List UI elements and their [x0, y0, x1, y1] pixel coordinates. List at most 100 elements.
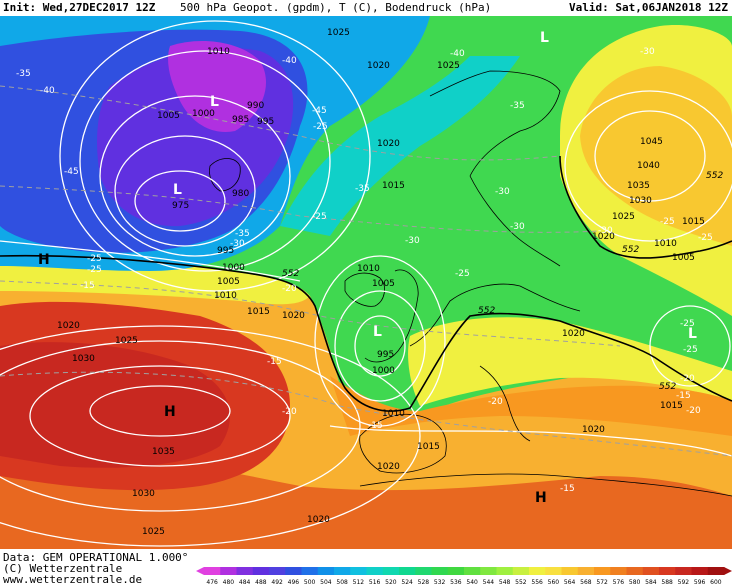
legend-swatch	[252, 567, 270, 575]
legend-swatch	[659, 567, 676, 575]
isobar-label: 1005	[372, 279, 395, 289]
legend-value: 520	[385, 579, 397, 586]
init-time: Init: Wed,27DEC2017 12Z	[3, 1, 156, 14]
isobar-label: 1000	[372, 366, 395, 376]
isotherm-label: -45	[312, 106, 327, 116]
legend-value: 552	[515, 579, 527, 586]
legend-value: 572	[596, 579, 608, 586]
contour-552-label: 552	[478, 306, 495, 316]
field-hot-core	[0, 342, 230, 468]
legend-value: 600	[710, 579, 722, 586]
legend-swatch	[691, 567, 709, 575]
legend-value: 496	[288, 579, 300, 586]
low-marker-east: L	[688, 326, 697, 342]
isobar-label: 1035	[152, 447, 175, 457]
legend-value: 476	[206, 579, 218, 586]
isobar-label: 995	[217, 246, 234, 256]
isotherm-label: -40	[282, 56, 297, 66]
isotherm-label: -30	[510, 222, 525, 232]
isobar-label: 1025	[142, 527, 165, 537]
legend-value: 524	[401, 579, 413, 586]
field-violet-core	[168, 41, 266, 132]
isobar-label: 1010	[214, 291, 237, 301]
legend-swatch	[350, 567, 367, 575]
legend-swatch	[317, 567, 335, 575]
pressure-centers: L L L L L H H H	[38, 30, 697, 506]
isobar-label: 1035	[627, 181, 650, 191]
isobar-label: 1020	[562, 329, 585, 339]
isotherm-label: -20	[282, 407, 297, 417]
isobar-label: 1020	[377, 462, 400, 472]
isobar-label: 995	[257, 117, 274, 127]
isobar-label: 995	[377, 350, 394, 360]
isotherm-label: -35	[510, 101, 525, 111]
legend-swatch	[610, 567, 627, 575]
isotherm-label: -40	[40, 86, 55, 96]
legend-value: 584	[645, 579, 657, 586]
isobar-label: 1030	[72, 354, 95, 364]
legend-swatch	[512, 567, 530, 575]
temperature-labels: -35 -40 -40 -40 -45 -45 -30 -35 -35 -25 …	[16, 47, 713, 494]
isobar-label: 1005	[672, 253, 695, 263]
contour-552	[0, 254, 732, 412]
isobar-label: 1020	[582, 425, 605, 435]
isobar-label: 1010	[357, 264, 380, 274]
legend-value: 508	[336, 579, 348, 586]
low-marker-north: L	[210, 94, 219, 110]
high-marker-greenland: H	[38, 252, 50, 268]
isobar-label: 1020	[377, 139, 400, 149]
isotherm-label: -15	[560, 484, 575, 494]
isotherm-label: -20	[680, 374, 695, 384]
isobar-label: 1010	[382, 409, 405, 419]
legend-arrow-right	[724, 567, 732, 575]
isobar-label: 1015	[682, 217, 705, 227]
isobar-label: 1025	[437, 61, 460, 71]
isotherm-label: -15	[676, 391, 691, 401]
isotherm-label: -25	[87, 254, 102, 264]
legend-swatch	[399, 567, 416, 575]
isotherm-label: -35	[16, 69, 31, 79]
isobar-label: 1010	[654, 239, 677, 249]
field-east-dome-inner	[580, 66, 732, 246]
isobar-label: 1025	[612, 212, 635, 222]
legend-swatch	[626, 567, 644, 575]
legend-value: 480	[223, 579, 235, 586]
legend-value: 588	[661, 579, 673, 586]
legend-swatch	[285, 567, 302, 575]
isotherm-label: -20	[488, 397, 503, 407]
isotherm-label: -15	[80, 281, 95, 291]
isotherm-label: -20	[686, 406, 701, 416]
isobar-label: 1015	[660, 401, 683, 411]
contour-552-labels: 552 552 552 552 552	[282, 171, 723, 392]
legend-value: 580	[629, 579, 641, 586]
parameter-description: 500 hPa Geopot. (gpdm), T (C), Bodendruc…	[180, 1, 492, 14]
high-marker-azores: H	[164, 404, 176, 420]
legend-value: 516	[369, 579, 381, 586]
legend-swatch	[269, 567, 286, 575]
chart-footer: Data: GEM OPERATIONAL 1.000° (C) Wetterz…	[0, 549, 732, 587]
legend-swatch	[594, 567, 611, 575]
legend-value: 488	[255, 579, 267, 586]
legend-swatch	[529, 567, 546, 575]
legend-swatch	[431, 567, 449, 575]
legend-value: 548	[499, 579, 511, 586]
isotherm-label: -15	[267, 357, 282, 367]
field-yellow-med	[408, 317, 732, 406]
legend-value: 532	[434, 579, 446, 586]
data-source: Data: GEM OPERATIONAL 1.000°	[3, 551, 189, 564]
legend-value: 544	[483, 579, 495, 586]
low-marker-scandinavia: L	[540, 30, 549, 46]
legend-swatch	[642, 567, 660, 575]
legend-value: 576	[613, 579, 625, 586]
legend-swatch	[220, 567, 237, 575]
isobar-label: 1010	[207, 47, 230, 57]
legend-arrow-left	[196, 567, 204, 575]
isotherm-label: -35	[235, 229, 250, 239]
isotherm-label: -30	[405, 236, 420, 246]
isobar-label: 990	[247, 101, 264, 111]
isobar-label: 1000	[192, 109, 215, 119]
isobar-label: 1030	[132, 489, 155, 499]
isobar-label: 1020	[307, 515, 330, 525]
legend-swatch	[382, 567, 400, 575]
coastlines	[209, 70, 732, 497]
